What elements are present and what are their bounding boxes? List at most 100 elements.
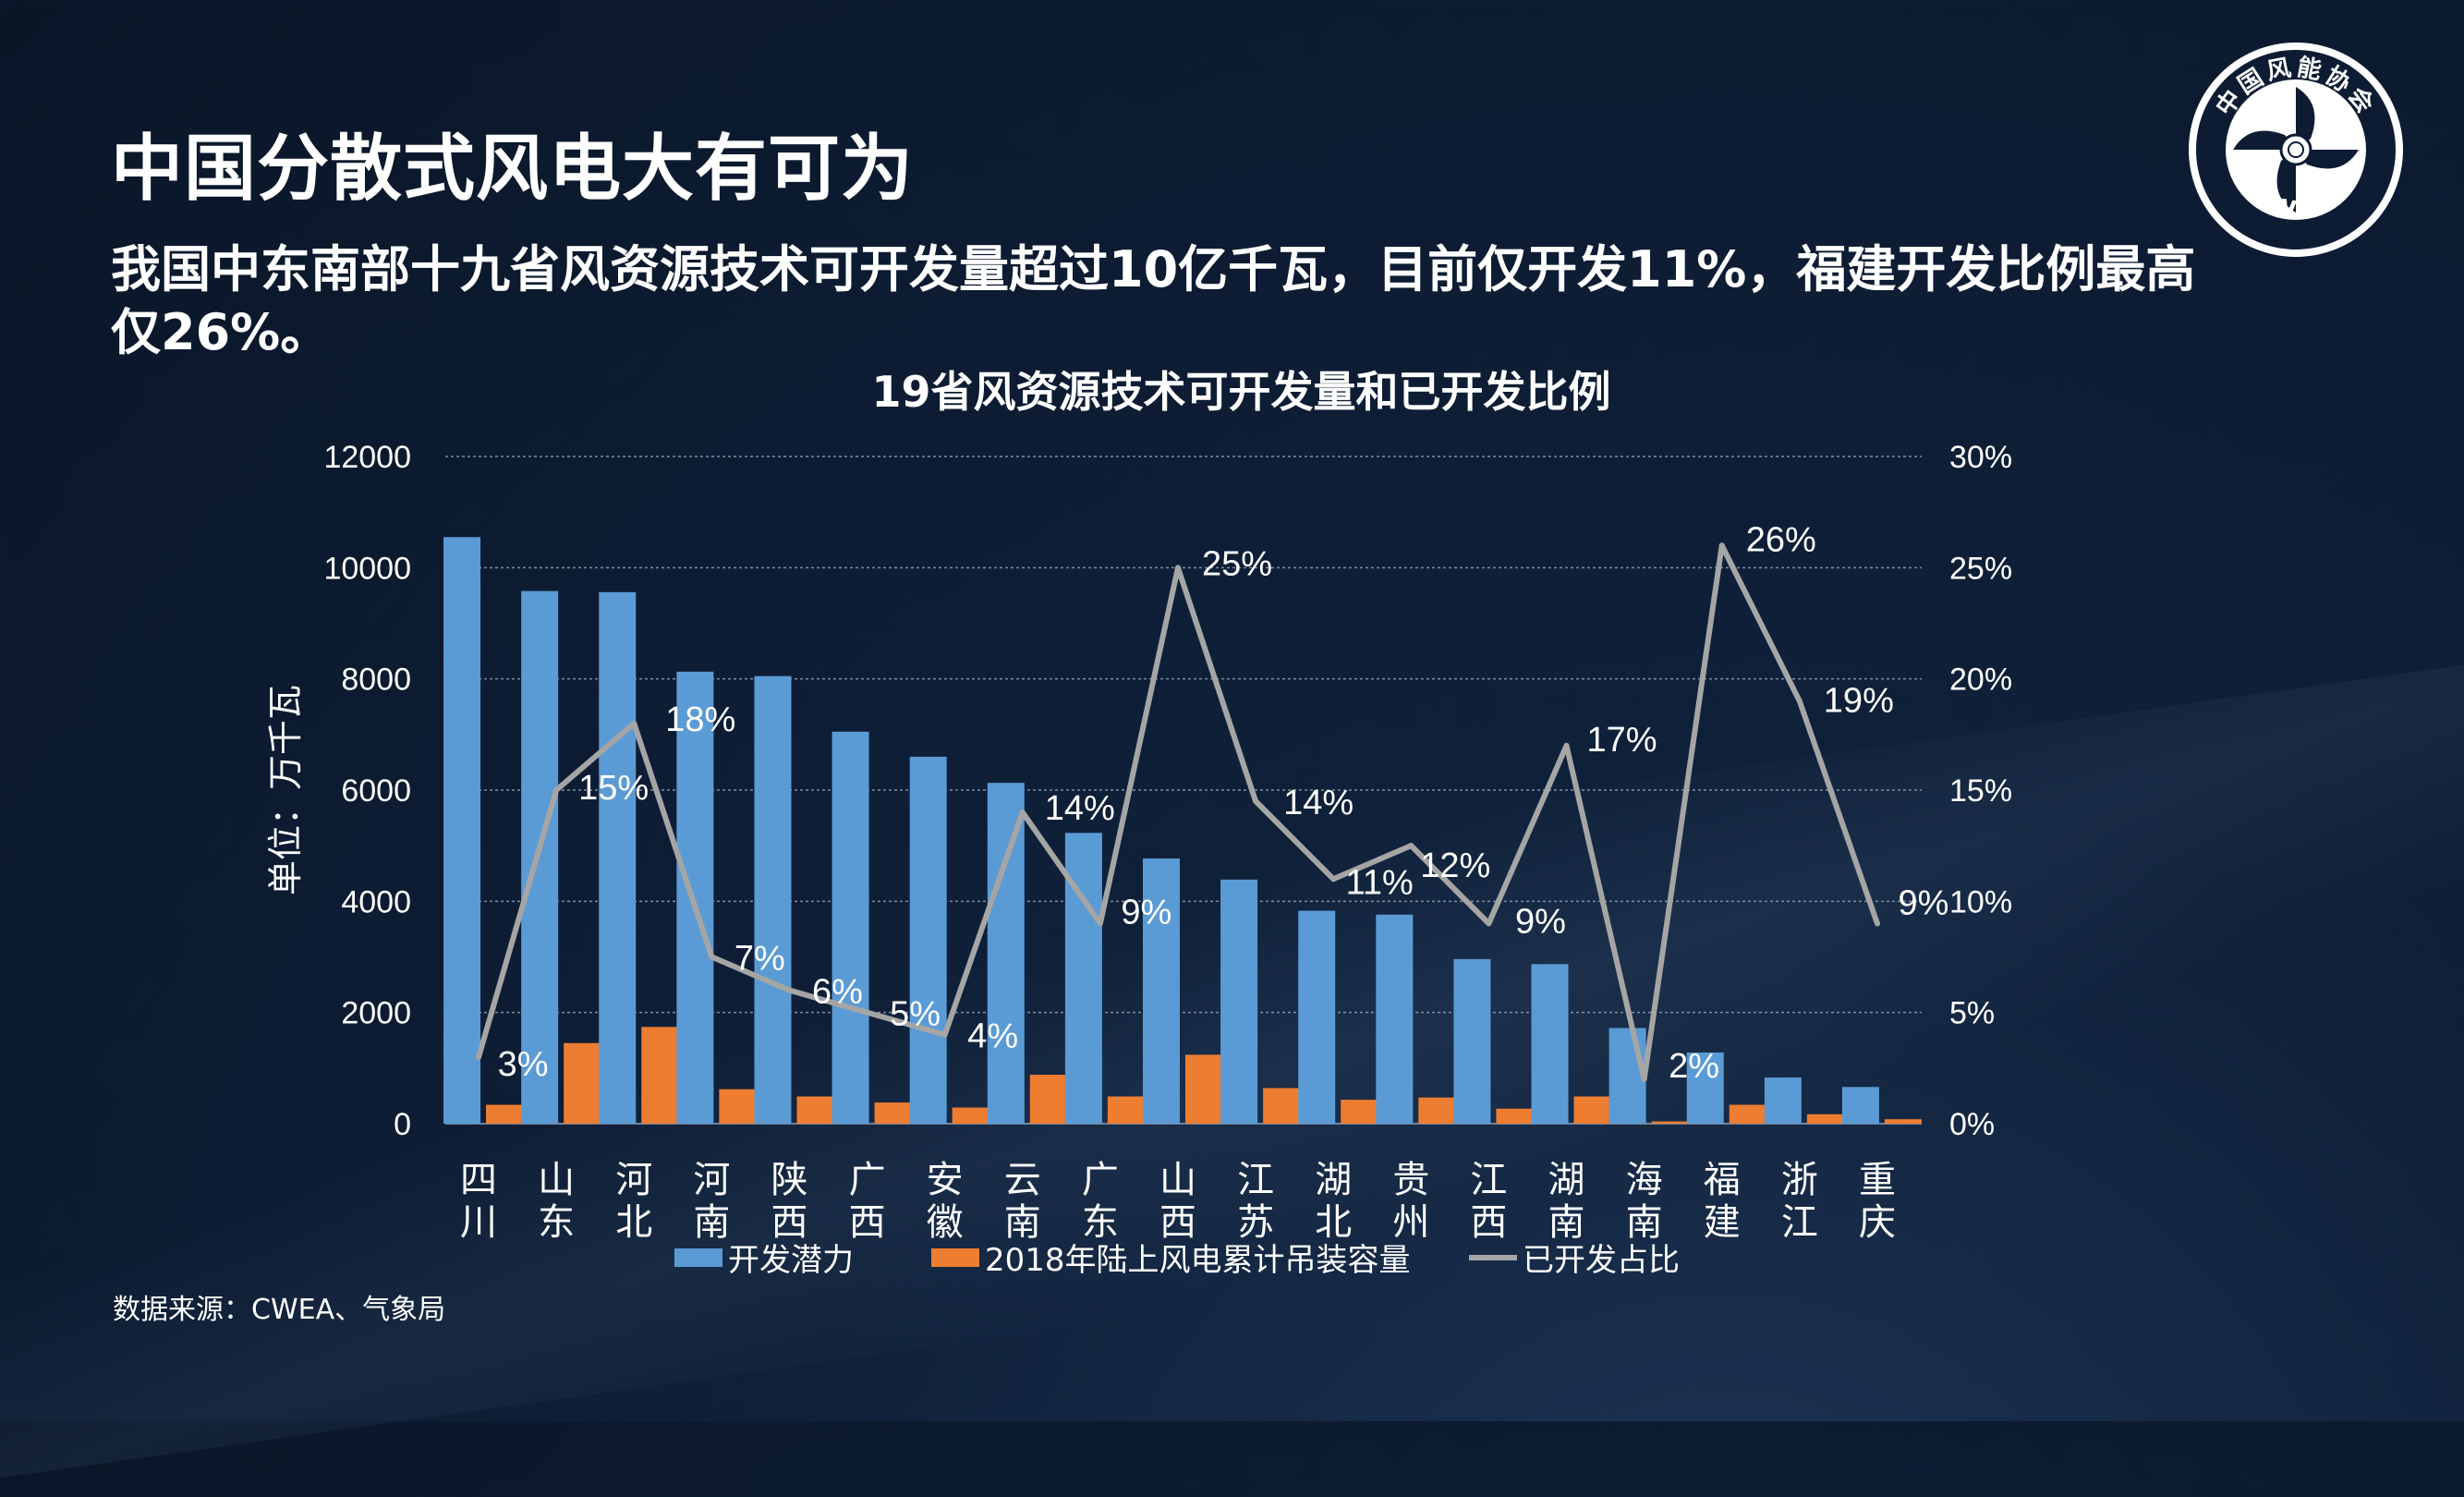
bar-potential-16 [1686,1052,1724,1124]
ratio-data-label: 14% [1045,789,1115,828]
x-tick-label: 江西 [1470,1159,1507,1244]
ratio-point-0 [476,1053,482,1060]
ratio-data-label: 3% [498,1045,549,1084]
bar-installed-13 [1496,1108,1534,1124]
ratio-point-2 [631,720,637,726]
ratio-point-7 [1019,809,1026,816]
bar-potential-2 [599,591,637,1124]
ratio-point-10 [1253,798,1259,805]
bar-installed-8 [1107,1096,1145,1124]
ratio-point-11 [1330,876,1337,882]
ratio-data-label: 17% [1586,721,1657,760]
chart-axes: 0 2000 4000 6000 8000 10000 12000 0% 5% 10% 15% 20%… [265,440,2012,1244]
legend-swatch-potential [674,1248,722,1267]
chart-title: 19省风资源技术可开发量和已开发比例 [0,359,2464,420]
legend-installed: 2018年陆上风电累计吊装容量 [931,1235,1411,1280]
bar-installed-10 [1263,1088,1301,1124]
ratio-point-1 [553,787,560,793]
x-tick-label: 山东 [538,1159,575,1244]
ratio-data-label: 14% [1283,784,1353,822]
y-tick-label: 4000 [341,884,411,919]
bar-potential-7 [987,783,1025,1124]
bar-installed-3 [719,1089,757,1124]
y-tick-label: 10000 [323,551,411,586]
x-tick-label: 湖南 [1548,1159,1585,1244]
bar-installed-6 [952,1107,989,1124]
chart-labels: 3% 15% 18% 7% 6% 5% 4% 14% 9% 25% 14% 11% 12% 9% 17% 2%… [498,520,1949,1086]
ratio-data-label: 5% [890,995,941,1034]
ratio-point-8 [1097,920,1103,927]
y2-tick-label: 25% [1949,551,2012,586]
ratio-point-3 [709,954,715,960]
x-tick-label: 河北 [615,1159,652,1244]
bar-potential-15 [1608,1028,1646,1124]
bar-potential-17 [1764,1077,1802,1124]
ratio-data-label: 19% [1824,682,1894,721]
bar-potential-5 [831,731,869,1124]
bar-installed-7 [1029,1075,1067,1124]
bar-potential-3 [676,671,714,1124]
y-tick-label: 2000 [341,996,411,1031]
x-tick-label: 海南 [1626,1159,1663,1244]
x-tick-label: 广东 [1082,1159,1119,1244]
bar-potential-1 [521,590,559,1124]
ratio-data-label: 4% [967,1017,1018,1056]
bar-installed-0 [486,1104,524,1124]
ratio-data-label: 9% [1515,902,1566,941]
x-tick-label: 湖北 [1315,1159,1352,1244]
ratio-point-15 [1641,1076,1647,1082]
x-tick-label: 福建 [1704,1159,1741,1244]
bar-installed-1 [564,1042,601,1124]
ratio-data-label: 18% [665,700,735,739]
x-tick-label: 云南 [1004,1159,1041,1244]
page-subtitle: 我国中东南部十九省风资源技术可开发量超过10亿千瓦，目前仅开发11%，福建开发比… [111,240,2196,361]
ratio-point-13 [1486,920,1492,927]
legend-potential: 开发潜力 [674,1235,854,1280]
ratio-point-9 [1175,565,1181,571]
bar-installed-4 [796,1096,834,1124]
y-tick-label: 0 [394,1107,411,1142]
ratio-data-label: 26% [1746,520,1816,559]
ratio-point-17 [1796,698,1802,704]
bar-potential-13 [1453,958,1491,1124]
bar-potential-10 [1220,879,1258,1124]
chart-grid [445,456,1922,1125]
y2-tick-label: 20% [1949,663,2012,698]
y2-tick-label: 15% [1949,773,2012,809]
chart: 3% 15% 18% 7% 6% 5% 4% 14% 9% 25% 14% 11% 12% 9% 17% 2%… [265,440,2012,1244]
ratio-point-6 [941,1031,948,1038]
legend-swatch-installed [931,1248,979,1267]
x-tick-label: 重庆 [1859,1159,1896,1244]
x-tick-label: 安徽 [927,1159,964,1244]
chart-line [476,542,1880,1082]
bar-potential-18 [1841,1087,1879,1124]
bar-installed-12 [1418,1097,1456,1124]
bar-potential-9 [1143,858,1180,1124]
y2-tick-label: 30% [1949,440,2012,475]
x-tick-label: 贵州 [1392,1159,1429,1244]
bar-potential-14 [1531,964,1569,1124]
x-tick-label: 山西 [1159,1159,1196,1244]
y2-tick-label: 0% [1949,1107,1995,1142]
legend-swatch-ratio [1469,1254,1517,1260]
bar-installed-18 [1884,1119,1922,1124]
y-tick-label: 6000 [341,773,411,809]
x-tick-label: 浙江 [1781,1159,1818,1244]
ratio-data-label: 25% [1202,544,1272,583]
legend-ratio: 已开发占比 [1469,1235,1680,1280]
bar-installed-9 [1185,1054,1222,1124]
bar-installed-17 [1806,1114,1844,1124]
y-axis-label: 单位：万千瓦 [265,685,306,895]
x-tick-label: 四川 [460,1159,497,1244]
data-source: 数据来源：CWEA、气象局 [113,1294,446,1326]
bar-potential-12 [1376,914,1414,1124]
legend-label-potential: 开发潜力 [728,1242,854,1279]
bar-potential-6 [909,756,947,1124]
ratio-data-label: 15% [578,769,649,808]
ratio-point-14 [1563,742,1570,748]
ratio-point-16 [1718,542,1725,549]
page-title: 中国分散式风电大有可为 [111,128,915,211]
bar-potential-4 [754,675,792,1124]
bar-installed-14 [1573,1096,1611,1124]
bar-potential-0 [443,537,481,1124]
